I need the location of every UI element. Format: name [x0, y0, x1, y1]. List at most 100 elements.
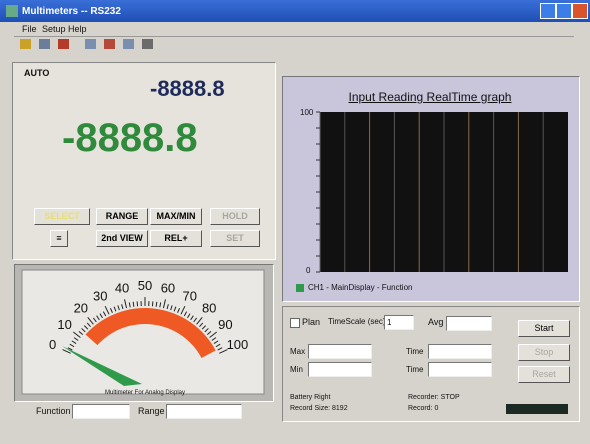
control-button[interactable]: ≡	[50, 230, 68, 247]
gauge-band	[85, 308, 216, 358]
secondary-reading: -8888.8	[150, 76, 225, 101]
display-panel	[12, 62, 276, 260]
gauge-label: 10	[57, 317, 71, 332]
gauge-label: 30	[93, 288, 107, 303]
gauge-tick	[209, 331, 218, 338]
gauge-tick	[83, 325, 89, 330]
window-title: Multimeters -- RS232	[22, 6, 121, 17]
gauge-tick	[132, 301, 135, 307]
toolbar-icon[interactable]	[104, 39, 115, 49]
record-label: Record: 0	[408, 405, 439, 412]
toolbar-icon[interactable]	[20, 39, 31, 49]
timescale-spinner[interactable]: 1	[384, 315, 414, 330]
control-button[interactable]: SELECT	[34, 208, 90, 225]
stop-button[interactable]: Stop	[518, 344, 570, 361]
control-button[interactable]: RANGE	[96, 208, 148, 225]
gauge-label: 70	[182, 288, 196, 303]
time2-field[interactable]	[428, 362, 492, 377]
gauge-tick	[193, 317, 198, 323]
graph-plot	[316, 111, 568, 273]
gauge-tick	[73, 337, 79, 341]
gauge-tick	[183, 311, 188, 317]
gauge-tick	[190, 315, 194, 321]
menu-setup[interactable]: Setup	[42, 24, 66, 34]
control-button[interactable]: SET	[210, 230, 260, 247]
gauge-tick	[155, 301, 158, 307]
gauge-tick	[180, 305, 186, 315]
gauge-label: 40	[115, 281, 129, 296]
gauge-label: 20	[74, 301, 88, 316]
main-reading: -8888.8	[62, 116, 198, 160]
gauge-tick	[86, 322, 91, 328]
title-bar	[0, 0, 590, 22]
graph-bottom-label: 0	[306, 266, 311, 275]
gauge-tick	[217, 347, 223, 351]
recorder-label: Recorder: STOP	[408, 394, 460, 401]
gauge-tick	[177, 307, 181, 313]
control-button[interactable]: MAX/MIN	[150, 208, 202, 225]
gauge-tick	[69, 343, 75, 348]
gauge-tick	[62, 349, 71, 354]
gauge-face	[21, 269, 265, 395]
max-label: Max	[290, 347, 306, 356]
run-label: Plan	[302, 317, 321, 327]
toolbar-icon[interactable]	[39, 39, 50, 49]
toolbar-icon[interactable]	[123, 39, 134, 49]
gauge-tick	[117, 305, 120, 311]
graph-title: Input Reading RealTime graph	[348, 90, 512, 104]
gauge-label: 90	[218, 317, 232, 332]
close-button[interactable]	[572, 3, 588, 19]
time1-label: Time	[406, 347, 424, 356]
gauge-tick	[99, 313, 103, 319]
graph-top-label: 100	[300, 108, 314, 117]
legend-swatch	[296, 284, 304, 292]
control-button[interactable]: 2nd VIEW	[96, 230, 148, 247]
control-button[interactable]: HOLD	[210, 208, 260, 225]
app-icon	[6, 5, 18, 17]
toolbar-separator	[14, 36, 574, 37]
gauge-caption: Multimeter For Analog Display	[105, 390, 185, 396]
gauge-tick	[96, 315, 100, 321]
gauge-tick	[71, 340, 77, 345]
gauge-label: 0	[49, 337, 56, 352]
gauge-tick	[109, 307, 113, 313]
graph-legend: CH1 - MainDisplay - Function	[308, 283, 413, 292]
gauge-tick	[211, 337, 217, 341]
gauge-label: 50	[138, 278, 152, 293]
gauge-tick	[213, 340, 219, 345]
control-button[interactable]: REL+	[150, 230, 202, 247]
time1-field[interactable]	[428, 344, 492, 359]
min-field[interactable]	[308, 362, 372, 377]
min-label: Min	[290, 365, 303, 374]
gauge-label: 60	[161, 281, 175, 296]
toolbar-icon[interactable]	[58, 39, 69, 49]
range-field[interactable]	[166, 404, 242, 419]
max-field[interactable]	[308, 344, 372, 359]
minimize-button[interactable]	[540, 3, 556, 19]
run-checkbox[interactable]	[290, 318, 300, 328]
gauge-tick	[113, 306, 117, 312]
avg-field[interactable]	[446, 316, 492, 331]
toolbar-icon[interactable]	[85, 39, 96, 49]
gauge-tick	[159, 302, 162, 308]
gauge-tick	[204, 328, 209, 333]
gauge-tick	[128, 302, 131, 308]
gauge-tick	[78, 331, 84, 336]
gauge-tick	[170, 305, 173, 311]
gauge-tick	[102, 311, 107, 317]
gauge-tick	[173, 306, 177, 312]
gauge-tick	[87, 316, 94, 325]
function-field[interactable]	[72, 404, 130, 419]
menu-help[interactable]: Help	[68, 24, 87, 34]
controls-panel	[282, 306, 580, 422]
gauge-tick	[67, 347, 73, 351]
maximize-button[interactable]	[556, 3, 572, 19]
start-button[interactable]: Start	[518, 320, 570, 337]
menu-file[interactable]: File	[22, 24, 37, 34]
avg-label: Avg	[428, 317, 444, 327]
time2-label: Time	[406, 365, 424, 374]
gauge-tick	[206, 331, 212, 336]
reset-button[interactable]: Reset	[518, 366, 570, 383]
toolbar-icon[interactable]	[142, 39, 153, 49]
